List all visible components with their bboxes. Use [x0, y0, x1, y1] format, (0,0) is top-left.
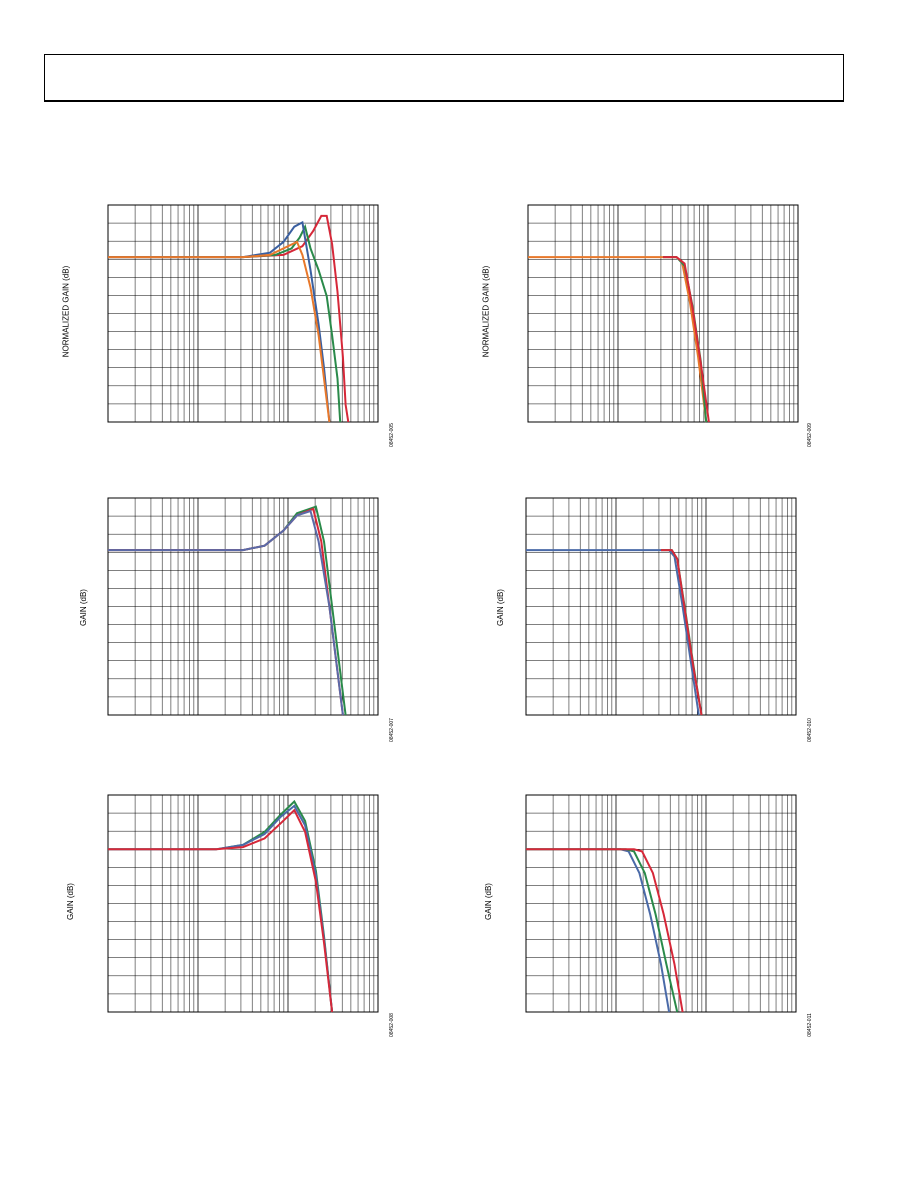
figure-code: 08452-007: [388, 718, 395, 742]
figure-code: 08452-009: [806, 423, 813, 447]
y-axis-label: GAIN (dB): [483, 883, 493, 920]
figure-code: 08452-011: [806, 1013, 813, 1037]
y-axis-label: GAIN (dB): [65, 883, 75, 920]
figure-code: 08452-008: [388, 1013, 395, 1037]
chart-2: [527, 204, 799, 423]
y-axis-label: NORMALIZED GAIN (dB): [61, 265, 71, 358]
series-line-3: [661, 549, 703, 716]
series-line-4: [108, 240, 331, 423]
chart-4: [525, 497, 797, 716]
series-line-3: [108, 220, 331, 423]
series-line-3: [526, 848, 684, 1013]
page-header-box: [44, 54, 844, 102]
chart-1: [107, 204, 379, 423]
series-line-3: [108, 509, 344, 716]
y-axis-label: GAIN (dB): [78, 589, 88, 626]
figure-code: 08452-005: [388, 423, 395, 447]
figure-code: 08452-010: [806, 718, 813, 742]
chart-3: [107, 497, 379, 716]
chart-6: [525, 794, 797, 1013]
chart-5: [107, 794, 379, 1013]
y-axis-label: NORMALIZED GAIN (dB): [481, 265, 491, 358]
y-axis-label: GAIN (dB): [495, 589, 505, 626]
series-line-3: [663, 256, 710, 423]
series-line-3: [108, 808, 334, 1013]
